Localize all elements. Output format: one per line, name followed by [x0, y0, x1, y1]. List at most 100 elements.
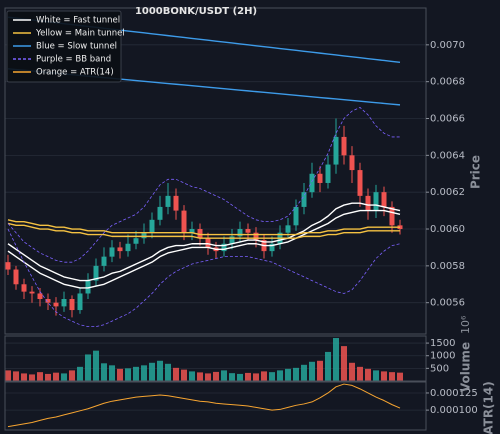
- candle-body: [85, 280, 91, 294]
- candle-body: [13, 269, 19, 285]
- legend-box: [6, 10, 122, 83]
- legend: White = Fast tunnel Yellow = Main tunnel B…: [6, 10, 125, 83]
- y-tick-label: 0.0056: [430, 298, 465, 309]
- volume-bar: [373, 370, 379, 381]
- volume-bar: [301, 364, 307, 381]
- candle-body: [157, 206, 163, 220]
- candle-body: [221, 243, 227, 252]
- volume-bar: [101, 363, 107, 381]
- volume-bar: [285, 368, 291, 381]
- candle-body: [373, 192, 379, 211]
- candle-body: [133, 238, 139, 244]
- volume-bar: [325, 351, 331, 381]
- line: [7, 383, 401, 428]
- line: [7, 209, 401, 289]
- candle-body: [141, 232, 147, 239]
- candle-body: [93, 265, 99, 281]
- volume-bar: [269, 372, 275, 381]
- volume-bar: [333, 338, 339, 381]
- y-tick-label: 0.000100: [430, 405, 478, 416]
- legend-label: Orange = ATR(14): [36, 68, 114, 78]
- candle-body: [205, 238, 211, 248]
- candle-body: [357, 170, 363, 196]
- candle-body: [349, 155, 355, 171]
- volume-bar: [149, 362, 155, 381]
- volume-bar: [229, 373, 235, 381]
- candle-body: [77, 293, 83, 311]
- volume-bar: [53, 372, 59, 381]
- volume-offset-label: 10⁶: [459, 315, 472, 334]
- line: [7, 222, 400, 239]
- volume-bar: [21, 373, 27, 381]
- volume-bar: [117, 368, 123, 381]
- volume-bar: [293, 367, 299, 381]
- candle-body: [101, 256, 107, 266]
- candle-body: [301, 192, 307, 207]
- y-tick-label: 0.0058: [430, 261, 465, 272]
- candle-body: [293, 206, 299, 226]
- y-tick-label: 0.0062: [430, 187, 465, 198]
- legend-label: White = Fast tunnel: [36, 16, 120, 26]
- volume-bar: [133, 366, 139, 381]
- y-tick-label: 0.0068: [430, 77, 465, 88]
- volume-bar: [365, 368, 371, 381]
- volume-bar: [29, 374, 35, 381]
- candle-body: [365, 195, 371, 211]
- volume-axis-label: Volume: [459, 342, 473, 392]
- candle-body: [37, 293, 43, 300]
- candle-body: [389, 206, 395, 226]
- volume-bar: [341, 346, 347, 381]
- volume-bar: [317, 360, 323, 381]
- candle-body: [109, 247, 115, 257]
- volume-bar: [309, 361, 315, 381]
- legend-label: Blue = Slow tunnel: [36, 42, 117, 52]
- volume-bar: [349, 362, 355, 381]
- legend-label: Yellow = Main tunnel: [35, 29, 125, 39]
- volume-bar: [109, 365, 115, 381]
- line: [7, 219, 400, 236]
- volume-bar: [5, 370, 11, 381]
- candle-body: [181, 210, 187, 233]
- volume-bar: [277, 370, 283, 381]
- atr-axis-label: ATR(14): [482, 381, 496, 434]
- volume-bar: [245, 372, 251, 381]
- volume-bar: [381, 371, 387, 381]
- candle-body: [69, 299, 75, 311]
- volume-bar: [93, 350, 99, 381]
- candle-body: [189, 229, 195, 233]
- y-tick-label: 1500: [430, 338, 455, 349]
- volume-bar: [197, 372, 203, 381]
- volume-bar: [13, 371, 19, 381]
- volume-panel-frame: [4, 335, 427, 382]
- y-tick-label: 0.0060: [430, 224, 465, 235]
- candle-body: [117, 247, 123, 252]
- candle-body: [269, 243, 275, 252]
- volume-bar: [61, 373, 67, 381]
- candle-body: [125, 243, 131, 252]
- volume-bar: [45, 373, 51, 381]
- chart-title: 1000BONK/USDT (2H): [135, 6, 257, 17]
- volume-bar: [141, 365, 147, 381]
- candle-body: [149, 219, 155, 233]
- y-tick-label: 0.000125: [430, 388, 478, 399]
- candle-body: [45, 299, 51, 303]
- volume-bar: [37, 372, 43, 381]
- candle-body: [165, 195, 171, 207]
- volume-bar: [165, 363, 171, 381]
- candle-body: [325, 164, 331, 183]
- volume-bar: [397, 372, 403, 381]
- volume-bar: [85, 354, 91, 381]
- volume-bar: [221, 370, 227, 381]
- candle-body: [381, 192, 387, 207]
- volume-bar: [77, 366, 83, 381]
- legend-label: Purple = BB band: [36, 55, 111, 65]
- volume-bar: [189, 371, 195, 381]
- candle-body: [341, 136, 347, 156]
- candle-body: [173, 195, 179, 211]
- candle-body: [61, 299, 67, 307]
- volume-bar: [261, 371, 267, 381]
- volume-bar: [205, 373, 211, 381]
- line: [7, 107, 400, 263]
